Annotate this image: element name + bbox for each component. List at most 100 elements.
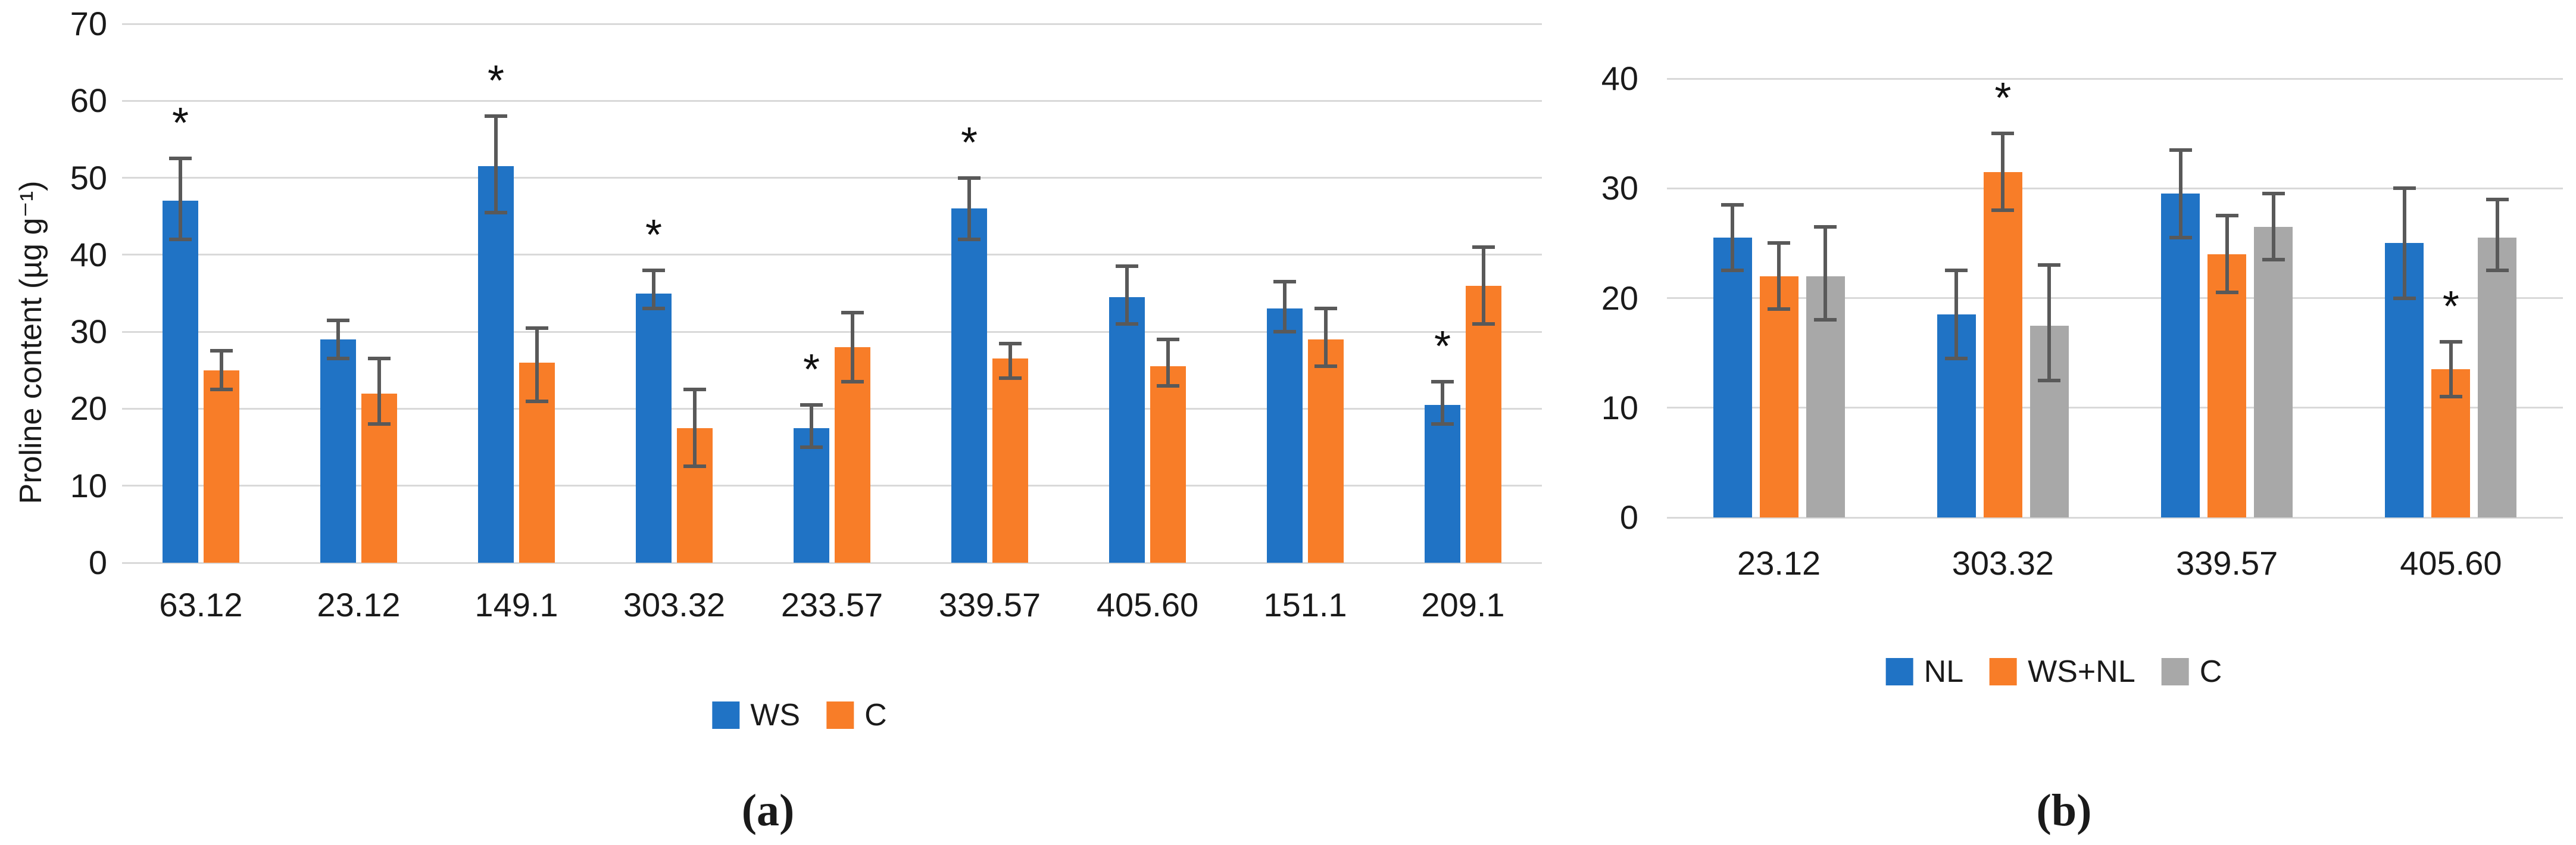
bar-ws [636, 293, 672, 563]
y-axis-tick-label: 10 [1601, 388, 1638, 426]
bar-c [835, 347, 870, 563]
y-axis-tick-label: 20 [1601, 279, 1638, 317]
significance-asterisk: * [1434, 323, 1451, 371]
error-bar-cap-bottom [642, 307, 665, 311]
error-bar-cap-bottom [1721, 269, 1744, 273]
error-bar-cap-bottom [327, 357, 349, 361]
legend-color-swatch [1990, 658, 2018, 685]
error-bar-cap-bottom [1314, 364, 1337, 369]
x-axis-category-label: 405.60 [2400, 544, 2502, 582]
error-bar-cap-bottom [1472, 322, 1495, 326]
gridline [122, 177, 1542, 179]
error-bar-cap-top [210, 349, 233, 353]
bar-c [1806, 276, 1845, 517]
bar-c [204, 370, 239, 563]
chart-a-legend: WS C [712, 699, 887, 732]
error-bar [1777, 243, 1781, 309]
legend-item-ws: WS [712, 699, 800, 732]
y-axis-tick-label: 10 [70, 466, 107, 504]
x-axis-category-label: 209.1 [1421, 586, 1505, 623]
error-bar [1166, 339, 1170, 386]
error-bar-cap-top [526, 326, 548, 330]
bar-c [2478, 238, 2517, 517]
error-bar-cap-top [2486, 197, 2509, 201]
error-bar-cap-top [1157, 338, 1179, 342]
bar-c [1150, 366, 1186, 563]
error-bar-cap-bottom [368, 422, 391, 426]
error-bar [1824, 226, 1828, 320]
error-bar-cap-bottom [1814, 318, 1837, 322]
x-axis-category-label: 149.1 [474, 586, 558, 623]
error-bar [1441, 382, 1444, 425]
error-bar [1125, 266, 1129, 325]
legend-label: WS [750, 698, 801, 732]
error-bar [494, 116, 498, 213]
error-bar-cap-top [2169, 148, 2192, 152]
y-axis-title: Proline content (µg g⁻¹) [14, 180, 48, 504]
significance-asterisk: * [487, 57, 505, 105]
error-bar-cap-bottom [2169, 236, 2192, 240]
gridline [1667, 516, 2563, 519]
bar-nl [1713, 238, 1752, 517]
y-axis-tick-label: 60 [70, 82, 107, 120]
error-bar [851, 312, 854, 382]
error-bar-cap-bottom [2215, 291, 2238, 295]
bar-ws [1267, 308, 1303, 563]
error-bar-cap-top [800, 403, 823, 407]
legend-label: C [2199, 654, 2222, 689]
chart-b-legend: NL WS+NL C [1885, 654, 2222, 689]
error-bar-cap-top [1945, 269, 1968, 273]
y-axis-tick-label: 30 [70, 313, 107, 351]
x-axis-category-label: 303.32 [623, 586, 726, 623]
gridline [1667, 297, 2563, 299]
y-axis-tick-label: 50 [70, 158, 107, 197]
gridline [1667, 187, 2563, 189]
error-bar-cap-bottom [2038, 378, 2061, 382]
error-bar-cap-bottom [210, 388, 233, 392]
error-bar [810, 404, 813, 448]
significance-asterisk: * [171, 99, 189, 148]
gridline [122, 485, 1542, 487]
bar-nl [2385, 243, 2424, 517]
error-bar [2225, 216, 2229, 293]
error-bar-cap-top [327, 318, 349, 322]
bar-ws-nl [1983, 172, 2022, 517]
bar-ws [478, 166, 514, 563]
error-bar-cap-bottom [1116, 322, 1138, 326]
error-bar-cap-top [485, 114, 507, 119]
legend-label: NL [1924, 654, 1964, 689]
error-bar-cap-bottom [1945, 356, 1968, 360]
error-bar [2178, 149, 2182, 238]
chart-a-caption: (a) [741, 785, 795, 835]
gridline [122, 330, 1542, 333]
bar-c [677, 428, 713, 563]
gridline [122, 99, 1542, 102]
error-bar-cap-top [1768, 241, 1791, 245]
error-bar-cap-top [1314, 307, 1337, 311]
legend-color-swatch [2161, 658, 2189, 685]
gridline [122, 254, 1542, 256]
bar-ws-nl [1759, 276, 1798, 517]
legend-color-swatch [1885, 658, 1913, 685]
error-bar-cap-top [1472, 245, 1495, 249]
error-bar [179, 158, 182, 239]
bar-ws [951, 208, 987, 563]
error-bar-cap-bottom [526, 399, 548, 403]
legend-color-swatch [826, 701, 854, 729]
error-bar-cap-top [1814, 224, 1837, 229]
error-bar [693, 389, 697, 467]
bar-c [1308, 339, 1344, 563]
legend-label: WS+NL [2028, 654, 2135, 689]
significance-asterisk: * [1994, 74, 2012, 123]
error-bar-cap-bottom [2262, 258, 2285, 261]
x-axis-category-label: 151.1 [1263, 586, 1347, 623]
x-axis-category-label: 339.57 [2175, 544, 2278, 582]
gridline [1667, 77, 2563, 80]
error-bar-cap-top [2439, 340, 2462, 344]
error-bar-cap-bottom [2439, 395, 2462, 399]
bar-c [361, 393, 397, 563]
y-axis-tick-label: 0 [88, 544, 107, 581]
error-bar [652, 270, 655, 309]
